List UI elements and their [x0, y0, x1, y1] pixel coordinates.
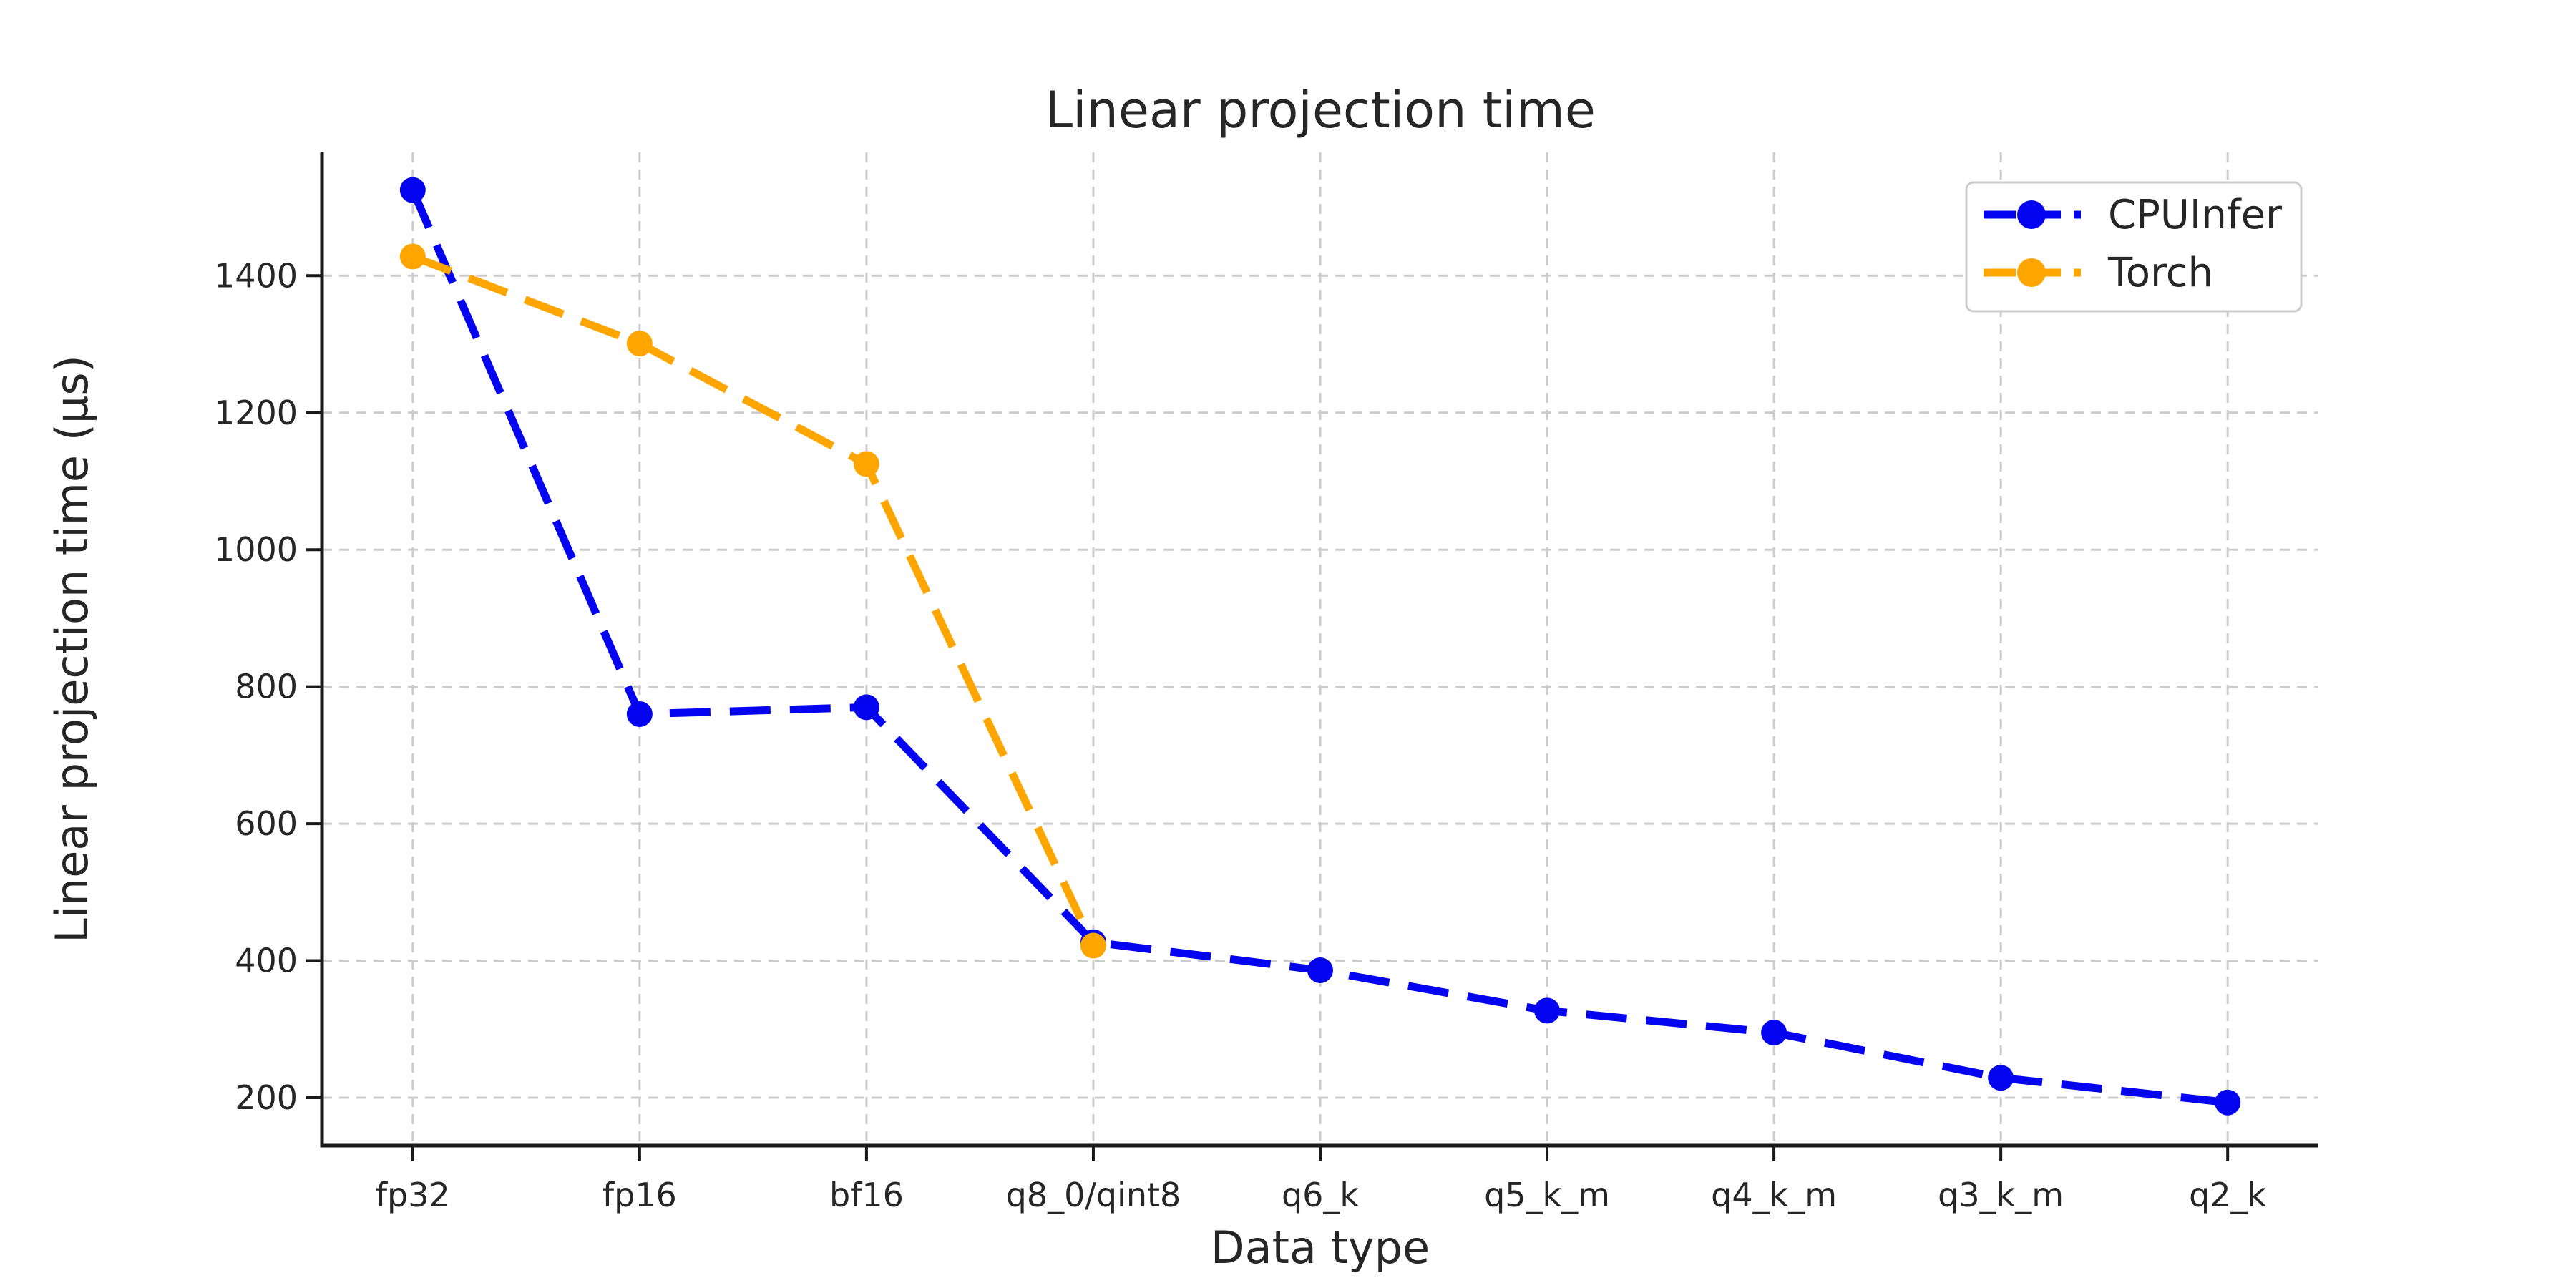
data-point-torch-fp16: [626, 331, 653, 357]
y-tick-label: 400: [235, 942, 298, 980]
y-tick-label: 200: [235, 1078, 298, 1117]
data-point-cpuinfer-fp32: [399, 177, 426, 203]
y-tick-label: 1200: [214, 394, 298, 432]
legend-label-cpuinfer: CPUInfer: [2108, 192, 2283, 238]
series-line-torch: [411, 253, 1097, 947]
y-tick-label: 600: [235, 804, 298, 843]
plot-area: 200 400 600 800 1000 1200 1400 fp32 fp16 bf16 q8_0…: [214, 152, 2318, 1214]
data-point-cpuinfer-q2_k: [2215, 1089, 2241, 1116]
data-point-cpuinfer-q4_k_m: [1761, 1020, 1787, 1046]
data-point-cpuinfer-q6_k: [1307, 957, 1333, 983]
x-tick-label: bf16: [829, 1176, 904, 1214]
data-point-torch-bf16: [853, 451, 879, 477]
data-point-torch-q8_0/qint8: [1080, 932, 1106, 959]
x-tick-label: q5_k_m: [1484, 1176, 1610, 1214]
data-point-cpuinfer-bf16: [853, 694, 879, 721]
data-point-cpuinfer-q3_k_m: [1988, 1065, 2014, 1091]
x-tick-label: fp16: [602, 1176, 677, 1214]
x-tick-label: q4_k_m: [1711, 1176, 1837, 1214]
y-tick-label: 1000: [214, 530, 298, 569]
x-tick-label: q2_k: [2189, 1176, 2266, 1214]
x-tick-label: fp32: [376, 1176, 450, 1214]
legend-marker-torch: [2017, 258, 2046, 287]
legend-label-torch: Torch: [2107, 250, 2213, 296]
y-tick-label: 1400: [214, 256, 298, 295]
data-point-torch-fp32: [399, 243, 426, 270]
data-point-cpuinfer-fp16: [626, 701, 653, 727]
x-tick-label: q3_k_m: [1938, 1176, 2064, 1214]
x-tick-label: q8_0/qint8: [1006, 1176, 1181, 1214]
chart-title: Linear projection time: [1045, 81, 1596, 140]
x-tick-label: q6_k: [1282, 1176, 1359, 1214]
x-axis-label: Data type: [1211, 1221, 1430, 1274]
legend-marker-cpuinfer: [2017, 200, 2046, 229]
y-axis-label: Linear projection time (µs): [46, 355, 98, 943]
data-point-cpuinfer-q5_k_m: [1534, 997, 1561, 1024]
y-tick-label: 800: [235, 668, 298, 706]
